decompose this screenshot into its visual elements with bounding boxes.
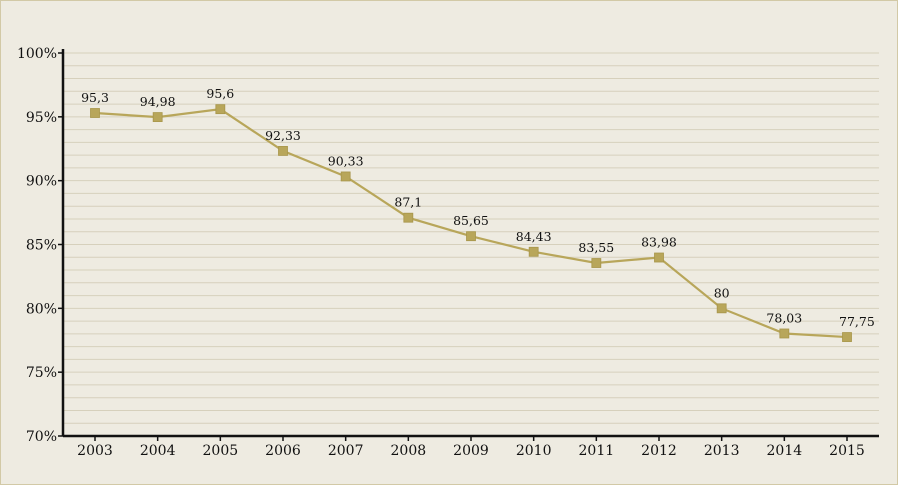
x-tick-label: 2010 — [516, 443, 552, 459]
data-labels: 95,3 94,98 95,6 92,33 90,33 87,1 85,65 84,43 83,… — [81, 86, 875, 329]
y-tick-label: 100% — [17, 46, 57, 62]
data-label: 90,33 — [328, 153, 364, 168]
data-marker — [340, 171, 351, 182]
y-tick-label: 85% — [26, 238, 57, 254]
data-label: 95,6 — [206, 86, 234, 101]
data-label: 83,98 — [641, 235, 677, 250]
data-marker — [466, 231, 476, 242]
data-label: 85,65 — [453, 213, 489, 228]
data-marker — [528, 246, 539, 257]
x-tick-label: 2009 — [453, 443, 489, 459]
x-axis-ticks: 2003 2004 2005 2006 2007 2008 2009 2010 2011 2012… — [77, 436, 865, 459]
grid-lines — [63, 52, 879, 424]
data-marker — [591, 258, 602, 268]
data-label: 84,43 — [516, 229, 552, 244]
data-marker — [779, 328, 790, 339]
data-marker — [278, 146, 288, 156]
x-tick-label: 2005 — [203, 443, 239, 459]
axes — [61, 49, 879, 438]
data-label: 83,55 — [578, 240, 614, 255]
x-tick-label: 2006 — [265, 443, 301, 459]
x-tick-label: 2013 — [704, 443, 740, 459]
data-marker — [842, 332, 852, 342]
y-axis-ticks: 70% 75% 80% 85% 90% 95% 100% — [17, 46, 63, 445]
data-label: 87,1 — [394, 195, 422, 210]
data-marker — [90, 108, 100, 118]
data-label: 92,33 — [265, 128, 301, 143]
data-label: 80 — [714, 285, 730, 300]
x-tick-label: 2003 — [77, 443, 113, 459]
x-tick-label: 2008 — [391, 443, 427, 459]
data-label: 77,75 — [839, 314, 875, 329]
data-marker — [403, 212, 414, 223]
x-tick-label: 2011 — [579, 443, 615, 459]
x-tick-label: 2015 — [829, 443, 865, 459]
data-marker — [654, 252, 664, 263]
x-tick-label: 2014 — [767, 443, 803, 459]
y-tick-label: 95% — [26, 110, 57, 126]
data-markers — [90, 104, 852, 342]
x-tick-label: 2004 — [140, 443, 176, 459]
y-tick-label: 90% — [26, 174, 57, 190]
y-tick-label: 70% — [26, 429, 57, 445]
x-tick-label: 2007 — [328, 443, 364, 459]
data-marker — [152, 112, 163, 122]
data-label: 95,3 — [81, 90, 109, 105]
data-label: 94,98 — [140, 94, 176, 109]
y-tick-label: 80% — [26, 301, 57, 317]
data-marker — [215, 104, 226, 115]
x-tick-label: 2012 — [641, 443, 677, 459]
data-marker — [716, 303, 727, 314]
y-tick-label: 75% — [26, 365, 57, 381]
data-label: 78,03 — [766, 310, 802, 325]
